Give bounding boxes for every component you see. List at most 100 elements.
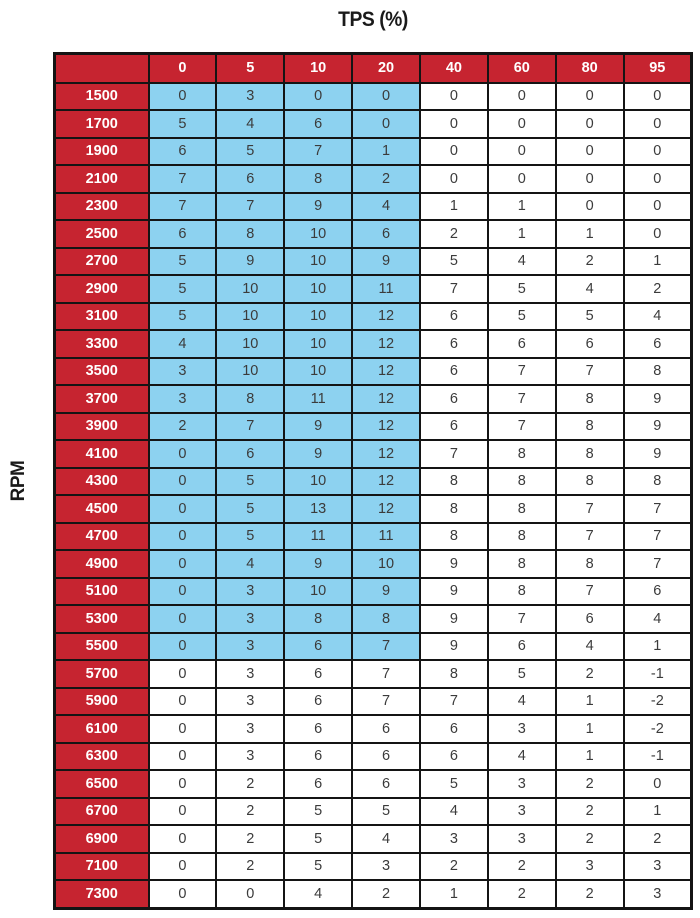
column-header-tps-60: 60 <box>486 52 557 84</box>
column-header-tps-95: 95 <box>622 52 693 84</box>
cell-rpm5500-tps0: 0 <box>147 631 218 661</box>
cell-rpm3700-tps80: 8 <box>554 384 625 414</box>
cell-rpm1500-tps20: 0 <box>351 81 421 111</box>
cell-rpm7100-tps0: 0 <box>147 851 218 881</box>
row-header-rpm-5700: 5700 <box>53 659 150 689</box>
cell-rpm4700-tps10: 11 <box>283 521 354 551</box>
table-title: TPS (%) <box>338 8 408 31</box>
row-header-rpm-2300: 2300 <box>53 191 150 221</box>
cell-rpm5700-tps80: 2 <box>554 659 625 689</box>
cell-rpm6700-tps0: 0 <box>147 796 218 826</box>
cell-rpm5300-tps40: 9 <box>419 604 489 634</box>
cell-rpm5900-tps20: 7 <box>351 686 421 716</box>
cell-rpm2300-tps5: 7 <box>215 191 286 221</box>
cell-rpm3300-tps0: 4 <box>147 329 218 359</box>
cell-rpm6300-tps10: 6 <box>283 741 354 771</box>
cell-rpm3100-tps0: 5 <box>147 301 218 331</box>
cell-rpm3700-tps20: 12 <box>351 384 421 414</box>
cell-rpm2300-tps40: 1 <box>419 191 489 221</box>
row-header-rpm-1700: 1700 <box>53 109 150 139</box>
cell-rpm3700-tps60: 7 <box>486 384 557 414</box>
cell-rpm3300-tps5: 10 <box>215 329 286 359</box>
cell-rpm3300-tps60: 6 <box>486 329 557 359</box>
cell-rpm3500-tps80: 7 <box>554 356 625 386</box>
cell-rpm1700-tps95: 0 <box>622 109 693 139</box>
cell-rpm3900-tps20: 12 <box>351 411 421 441</box>
cell-rpm2500-tps20: 6 <box>351 219 421 249</box>
cell-rpm6300-tps80: 1 <box>554 741 625 771</box>
table-row-rpm-3100: 3100 5 10 10 12 6 5 5 4 <box>53 301 693 331</box>
cell-rpm6300-tps95: -1 <box>622 741 693 771</box>
row-header-rpm-3300: 3300 <box>53 329 150 359</box>
cell-rpm2300-tps10: 9 <box>283 191 354 221</box>
row-header-rpm-2500: 2500 <box>53 219 150 249</box>
cell-rpm5100-tps60: 8 <box>486 576 557 606</box>
cell-rpm7300-tps40: 1 <box>419 879 489 910</box>
cell-rpm1500-tps10: 0 <box>283 81 354 111</box>
row-header-rpm-4500: 4500 <box>53 494 150 524</box>
cell-rpm5500-tps60: 6 <box>486 631 557 661</box>
table-row-rpm-4100: 4100 0 6 9 12 7 8 8 9 <box>53 439 693 469</box>
cell-rpm3100-tps80: 5 <box>554 301 625 331</box>
cell-rpm5100-tps0: 0 <box>147 576 218 606</box>
cell-rpm3100-tps60: 5 <box>486 301 557 331</box>
cell-rpm6900-tps95: 2 <box>622 824 693 854</box>
cell-rpm6100-tps20: 6 <box>351 714 421 744</box>
cell-rpm4700-tps95: 7 <box>622 521 693 551</box>
cell-rpm6900-tps80: 2 <box>554 824 625 854</box>
table-row-rpm-5100: 5100 0 3 10 9 9 8 7 6 <box>53 576 693 606</box>
cell-rpm4700-tps0: 0 <box>147 521 218 551</box>
cell-rpm3700-tps95: 9 <box>622 384 693 414</box>
table-row-rpm-3900: 3900 2 7 9 12 6 7 8 9 <box>53 411 693 441</box>
row-header-rpm-6500: 6500 <box>53 769 150 799</box>
cell-rpm2300-tps80: 0 <box>554 191 625 221</box>
cell-rpm6900-tps20: 4 <box>351 824 421 854</box>
cell-rpm5300-tps20: 8 <box>351 604 421 634</box>
cell-rpm1500-tps95: 0 <box>622 81 693 111</box>
cell-rpm6300-tps40: 6 <box>419 741 489 771</box>
cell-rpm6100-tps5: 3 <box>215 714 286 744</box>
cell-rpm5700-tps10: 6 <box>283 659 354 689</box>
cell-rpm2100-tps40: 0 <box>419 164 489 194</box>
cell-rpm1500-tps60: 0 <box>486 81 557 111</box>
tps-rpm-table: 0 5 10 20 40 60 80 95 1500 0 3 0 0 0 0 0 0 1700 5 4 6 0 0 0 0 0 19… <box>53 52 693 910</box>
cell-rpm2700-tps5: 9 <box>215 246 286 276</box>
cell-rpm1500-tps80: 0 <box>554 81 625 111</box>
cell-rpm6500-tps5: 2 <box>215 769 286 799</box>
table-row-rpm-5900: 5900 0 3 6 7 7 4 1 -2 <box>53 686 693 716</box>
cell-rpm3900-tps60: 7 <box>486 411 557 441</box>
table-row-rpm-3500: 3500 3 10 10 12 6 7 7 8 <box>53 356 693 386</box>
cell-rpm3300-tps20: 12 <box>351 329 421 359</box>
cell-rpm7300-tps0: 0 <box>147 879 218 910</box>
cell-rpm5900-tps60: 4 <box>486 686 557 716</box>
cell-rpm1900-tps0: 6 <box>147 136 218 166</box>
cell-rpm2500-tps0: 6 <box>147 219 218 249</box>
row-header-rpm-6100: 6100 <box>53 714 150 744</box>
cell-rpm1500-tps0: 0 <box>147 81 218 111</box>
cell-rpm5700-tps20: 7 <box>351 659 421 689</box>
cell-rpm3100-tps5: 10 <box>215 301 286 331</box>
cell-rpm5700-tps5: 3 <box>215 659 286 689</box>
cell-rpm2100-tps10: 8 <box>283 164 354 194</box>
table-row-rpm-5500: 5500 0 3 6 7 9 6 4 1 <box>53 631 693 661</box>
column-header-tps-80: 80 <box>554 52 625 84</box>
cell-rpm2700-tps10: 10 <box>283 246 354 276</box>
column-header-tps-5: 5 <box>215 52 286 84</box>
cell-rpm4300-tps10: 10 <box>283 466 354 496</box>
cell-rpm1700-tps20: 0 <box>351 109 421 139</box>
cell-rpm7100-tps20: 3 <box>351 851 421 881</box>
cell-rpm2700-tps60: 4 <box>486 246 557 276</box>
cell-rpm6500-tps0: 0 <box>147 769 218 799</box>
cell-rpm4900-tps5: 4 <box>215 549 286 579</box>
cell-rpm5300-tps80: 6 <box>554 604 625 634</box>
column-header-tps-0: 0 <box>147 52 218 84</box>
cell-rpm3900-tps80: 8 <box>554 411 625 441</box>
cell-rpm1500-tps5: 3 <box>215 81 286 111</box>
cell-rpm4500-tps0: 0 <box>147 494 218 524</box>
cell-rpm6500-tps10: 6 <box>283 769 354 799</box>
cell-rpm1700-tps60: 0 <box>486 109 557 139</box>
cell-rpm4900-tps40: 9 <box>419 549 489 579</box>
cell-rpm1700-tps80: 0 <box>554 109 625 139</box>
cell-rpm6900-tps60: 3 <box>486 824 557 854</box>
table-row-rpm-2100: 2100 7 6 8 2 0 0 0 0 <box>53 164 693 194</box>
